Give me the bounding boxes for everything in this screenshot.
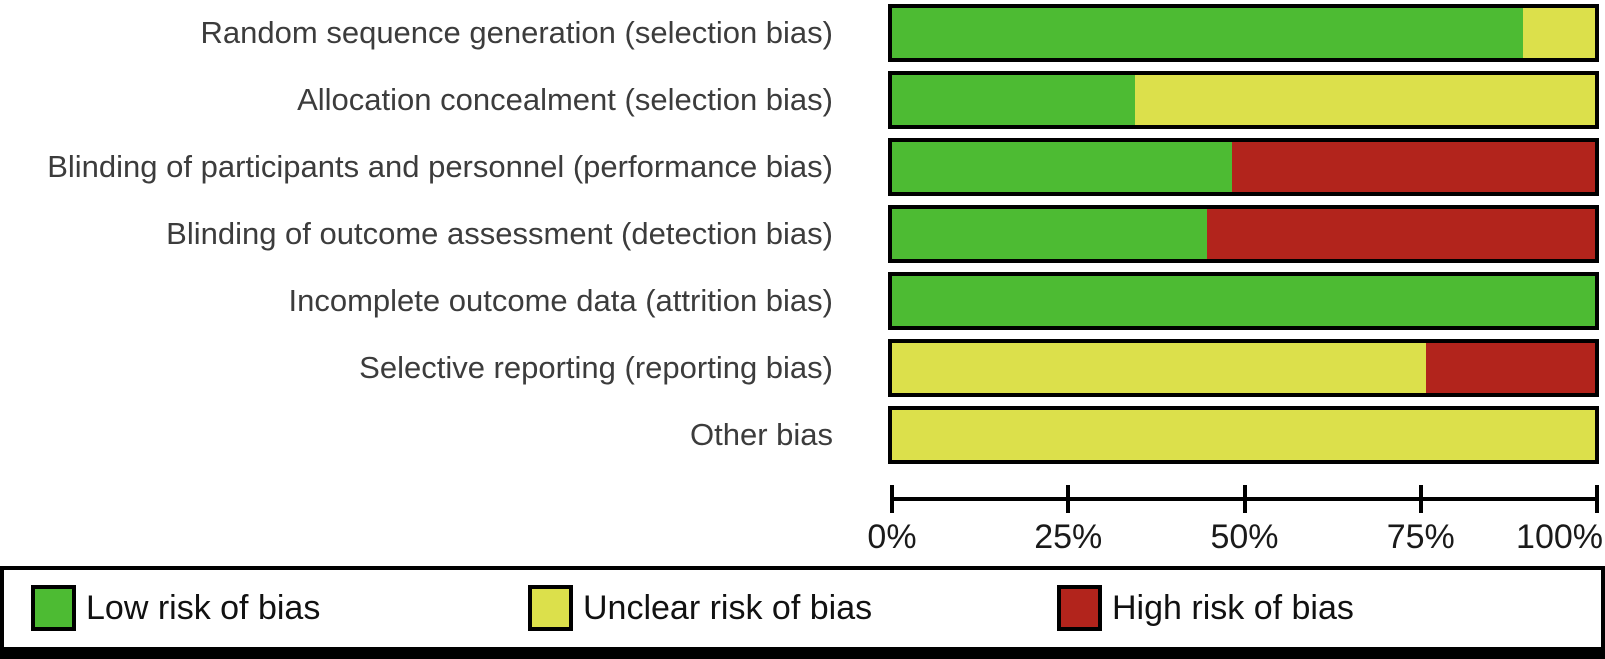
bar-segment-unclear [1522, 8, 1595, 58]
bar-segment-high [1231, 142, 1595, 192]
category-label: Other bias [689, 417, 833, 452]
x-axis-tick [1418, 485, 1423, 513]
x-axis-tick-label: 50% [1210, 518, 1279, 556]
x-axis-tick [1242, 485, 1247, 513]
legend-swatch-low [31, 585, 76, 631]
x-axis-tick [1066, 485, 1071, 513]
x-axis-tick [1595, 485, 1599, 513]
x-axis-tick-label: 75% [1386, 518, 1455, 556]
stacked-bar [888, 205, 1599, 263]
stacked-bar [888, 406, 1599, 464]
category-label: Blinding of outcome assessment (detectio… [166, 216, 833, 251]
bar-segment-low [892, 142, 1232, 192]
stacked-bar [888, 71, 1599, 129]
stacked-bar [888, 4, 1599, 62]
chart-row: Other bias [0, 406, 1605, 464]
x-axis-tick-label: 25% [1034, 518, 1103, 556]
category-label: Incomplete outcome data (attrition bias) [288, 283, 834, 318]
stacked-bar [888, 138, 1599, 196]
category-label: Allocation concealment (selection bias) [297, 82, 833, 117]
legend-item-label: Low risk of bias [86, 588, 321, 627]
legend-swatch-high [1057, 585, 1102, 631]
chart-row: Blinding of participants and personnel (… [0, 138, 1605, 196]
bar-segment-high [1425, 343, 1595, 393]
chart-row: Selective reporting (reporting bias) [0, 339, 1605, 397]
legend: Low risk of bias Unclear risk of bias High… [0, 566, 1605, 659]
bar-segment-high [1206, 209, 1595, 259]
bar-segment-low [892, 75, 1135, 125]
x-axis-tick-label: 100% [1516, 518, 1603, 556]
bar-segment-unclear [1134, 75, 1595, 125]
legend-item-high: High risk of bias [1057, 584, 1354, 632]
bar-segment-low [892, 8, 1523, 58]
bar-segment-unclear [892, 343, 1426, 393]
x-axis: 0% 25% 50% 75% 100% [867, 485, 1603, 560]
chart-row: Allocation concealment (selection bias) [0, 71, 1605, 129]
bar-segment-low [892, 209, 1207, 259]
category-label: Random sequence generation (selection bi… [200, 15, 833, 50]
legend-item-label: High risk of bias [1112, 588, 1354, 627]
bar-segment-low [892, 276, 1595, 326]
x-axis-tick [890, 485, 894, 513]
category-label: Blinding of participants and personnel (… [47, 149, 833, 184]
x-axis-tick-label: 0% [867, 518, 917, 556]
category-label: Selective reporting (reporting bias) [359, 350, 833, 385]
chart-row: Random sequence generation (selection bi… [0, 4, 1605, 62]
stacked-bar [888, 272, 1599, 330]
chart-row: Incomplete outcome data (attrition bias) [0, 272, 1605, 330]
bar-segment-unclear [892, 410, 1595, 460]
legend-swatch-unclear [528, 585, 573, 631]
chart-rows: Random sequence generation (selection bi… [0, 4, 1605, 464]
stacked-bar [888, 339, 1599, 397]
legend-item-label: Unclear risk of bias [583, 588, 873, 627]
legend-item-unclear: Unclear risk of bias [528, 584, 872, 632]
chart-row: Blinding of outcome assessment (detectio… [0, 205, 1605, 263]
legend-item-low: Low risk of bias [31, 584, 320, 632]
